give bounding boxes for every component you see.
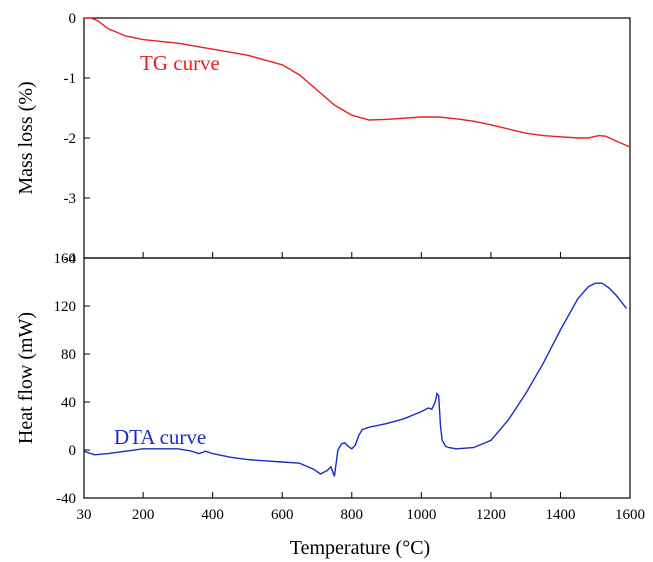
dta-ytick-label: 80 — [61, 347, 76, 363]
dta-y-axis: 160 120 80 40 0 -40 — [54, 251, 90, 507]
dta-plot-frame — [83, 257, 631, 499]
tg-series-line — [84, 17, 631, 148]
dta-ytick-label: -40 — [56, 491, 76, 507]
dta-ytick-label: 120 — [54, 299, 77, 315]
tg-ytick-label: 0 — [69, 11, 77, 27]
tg-ytick-label: -3 — [64, 191, 77, 207]
dta-curve-label: DTA curve — [114, 425, 206, 449]
tg-curve-label: TG curve — [140, 51, 220, 75]
x-tick-label: 200 — [132, 507, 155, 523]
x-tick-label: 1000 — [406, 507, 436, 523]
x-tick-label: 400 — [201, 507, 224, 523]
tg-y-axis-title: Mass loss (%) — [15, 81, 37, 194]
x-tick-label: 1600 — [615, 507, 645, 523]
x-tick-label: 600 — [271, 507, 294, 523]
tg-ytick-label: -1 — [64, 71, 77, 87]
tg-ytick-label: -2 — [64, 131, 77, 147]
x-axis: 30 200 400 600 800 1000 1200 1400 1600 — [77, 252, 645, 523]
x-axis-title: Temperature (°C) — [290, 537, 430, 559]
tg-y-axis: 0 -1 -2 -3 -4 — [64, 11, 90, 267]
x-tick-label: 30 — [77, 507, 92, 523]
dta-ytick-label: 40 — [61, 395, 76, 411]
tg-ytick-label: -4 — [64, 251, 77, 267]
x-tick-label: 800 — [341, 507, 364, 523]
dta-ytick-label: 160 — [54, 251, 77, 267]
dta-ytick-label: 0 — [69, 443, 77, 459]
dta-series-line — [83, 282, 628, 477]
x-tick-label: 1400 — [545, 507, 575, 523]
dta-y-axis-title: Heat flow (mW) — [15, 312, 37, 444]
x-tick-label: 1200 — [476, 507, 506, 523]
